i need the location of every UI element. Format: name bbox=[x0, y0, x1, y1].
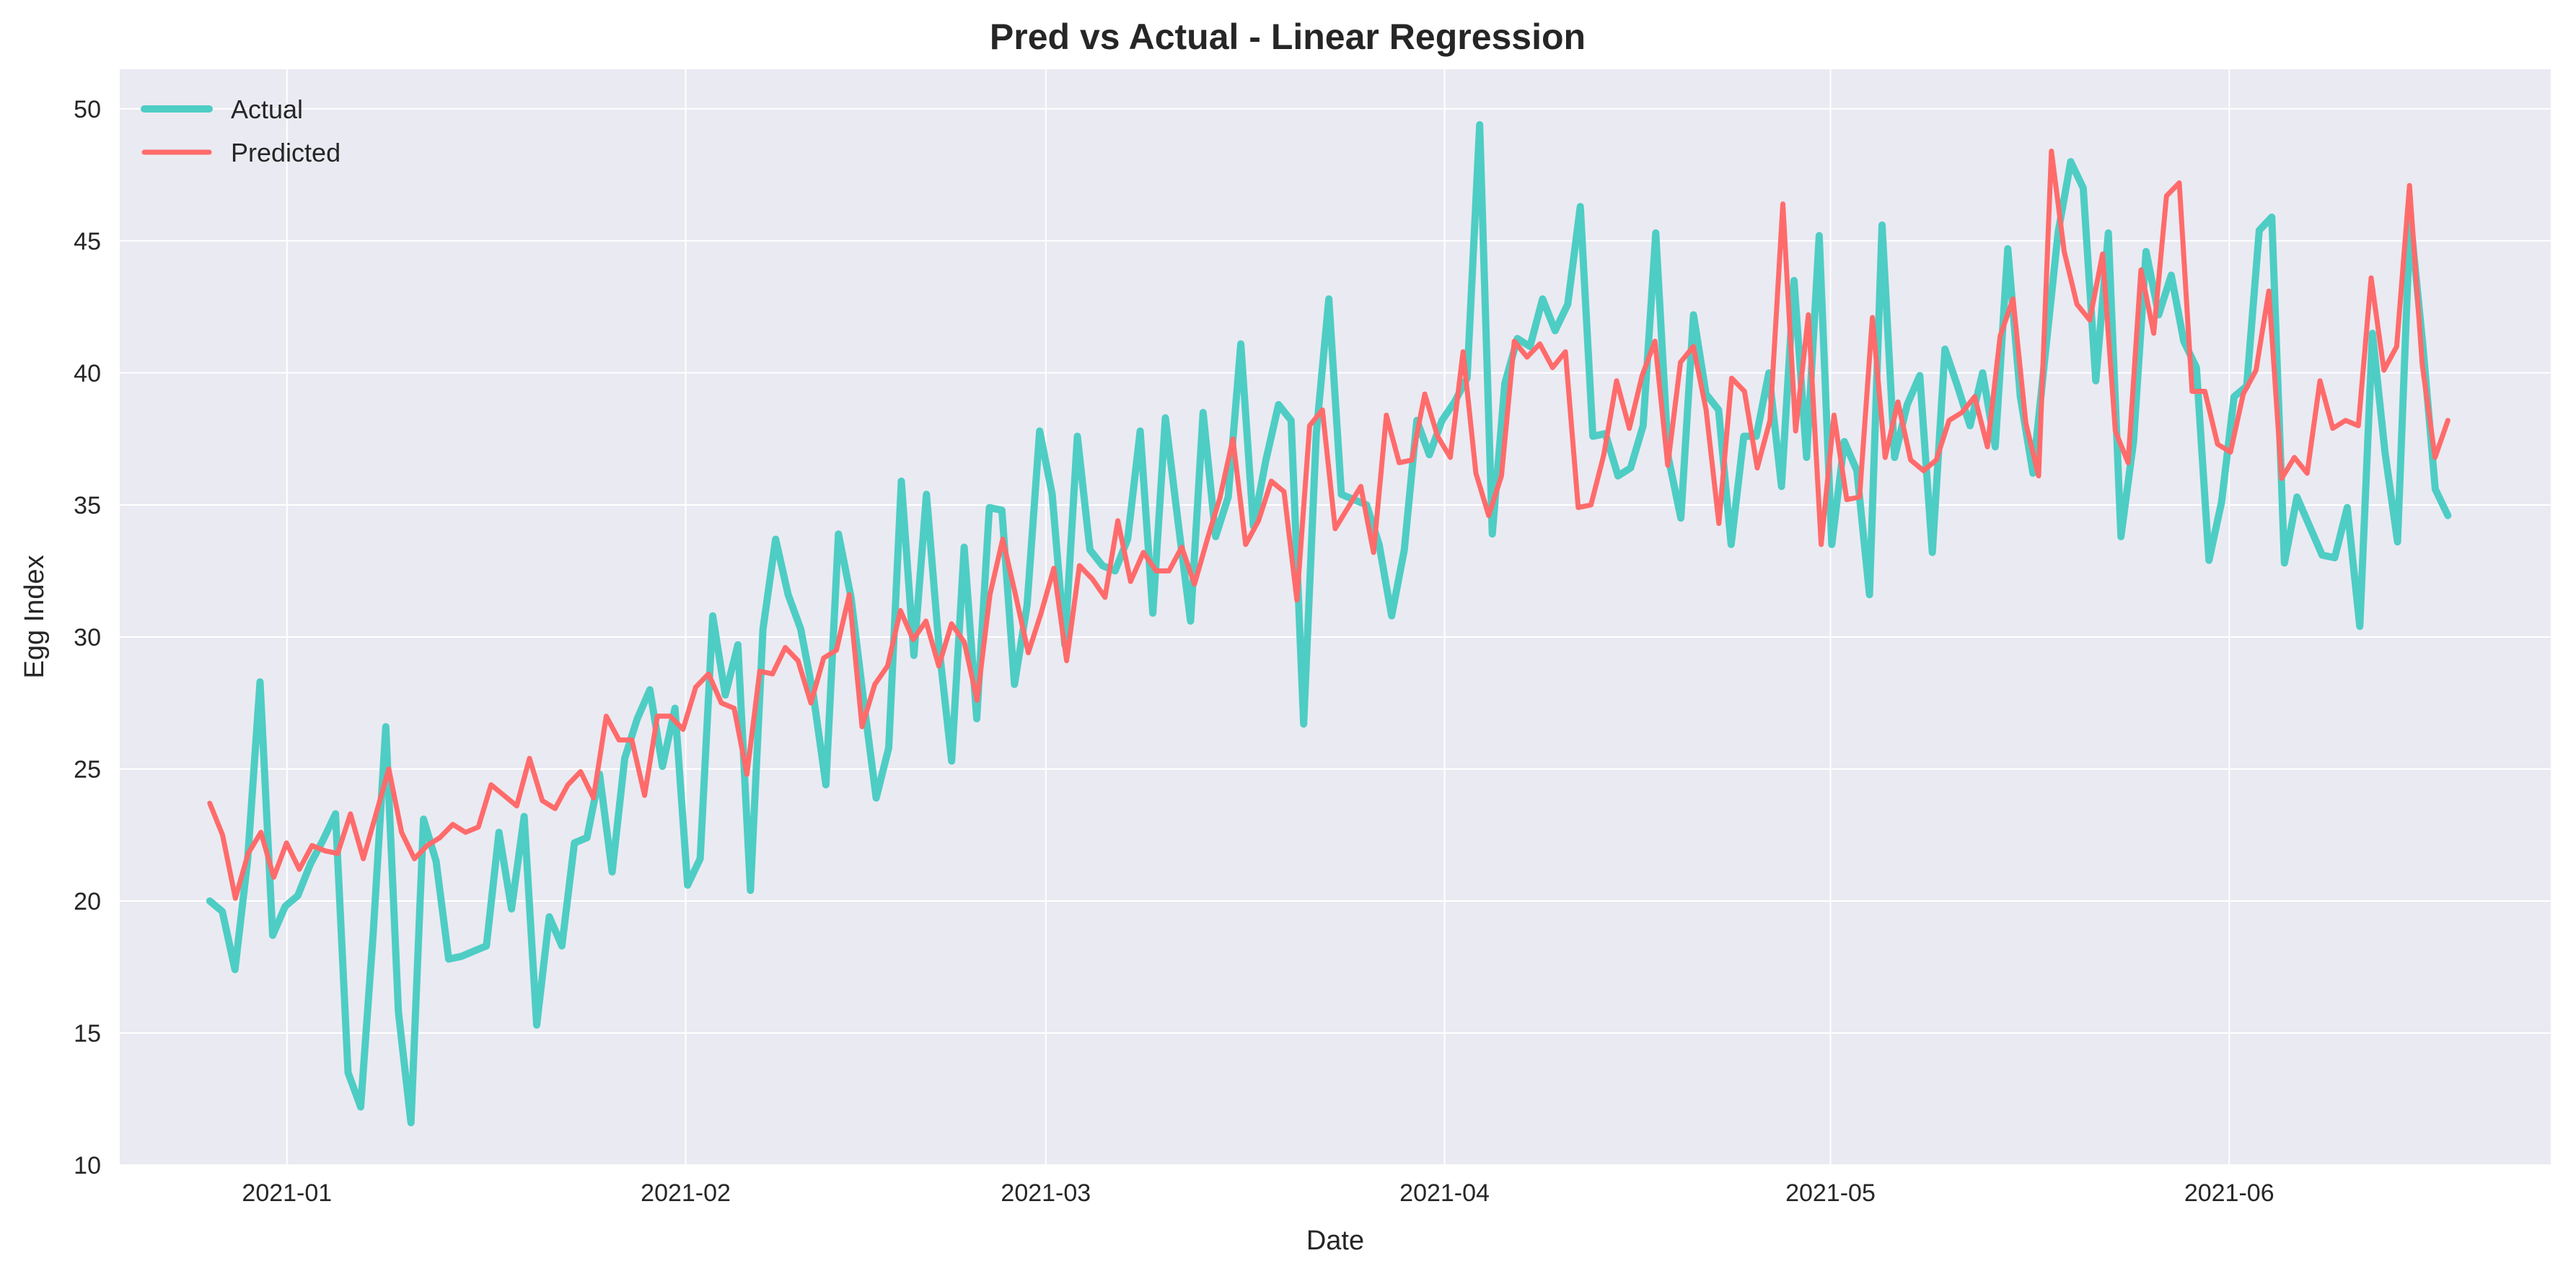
y-tick-label: 45 bbox=[74, 228, 101, 255]
y-axis-label: Egg Index bbox=[19, 555, 50, 678]
x-tick-label: 2021-01 bbox=[242, 1179, 332, 1207]
x-tick-label: 2021-02 bbox=[641, 1179, 731, 1207]
x-tick-label: 2021-03 bbox=[1001, 1179, 1091, 1207]
plot-area bbox=[120, 69, 2551, 1165]
x-axis-label: Date bbox=[1306, 1226, 1364, 1256]
legend-label-actual: Actual bbox=[231, 95, 303, 124]
chart-title: Pred vs Actual - Linear Regression bbox=[990, 17, 1586, 57]
y-tick-label: 35 bbox=[74, 492, 101, 519]
series-line-actual bbox=[206, 120, 2452, 1127]
y-tick-label: 50 bbox=[74, 96, 101, 123]
y-tick-label: 25 bbox=[74, 756, 101, 783]
x-tick-label: 2021-05 bbox=[1785, 1179, 1876, 1207]
y-tick-label: 20 bbox=[74, 888, 101, 915]
y-tick-label: 10 bbox=[74, 1152, 101, 1179]
y-tick-label: 40 bbox=[74, 360, 101, 387]
grid bbox=[120, 69, 2551, 1166]
legend: Actual Predicted bbox=[141, 95, 340, 167]
y-tick-label: 15 bbox=[74, 1020, 101, 1047]
x-tick-label: 2021-06 bbox=[2184, 1179, 2274, 1207]
legend-label-predicted: Predicted bbox=[231, 138, 340, 167]
y-tick-label: 30 bbox=[74, 624, 101, 651]
series-layer bbox=[206, 120, 2452, 1127]
x-tick-label: 2021-04 bbox=[1399, 1179, 1490, 1207]
ticks: 10 15 20 25 30 35 40 45 50 2021-01 2021-02 2021-03 2… bbox=[74, 96, 2274, 1207]
series-line-predicted bbox=[207, 149, 2450, 901]
